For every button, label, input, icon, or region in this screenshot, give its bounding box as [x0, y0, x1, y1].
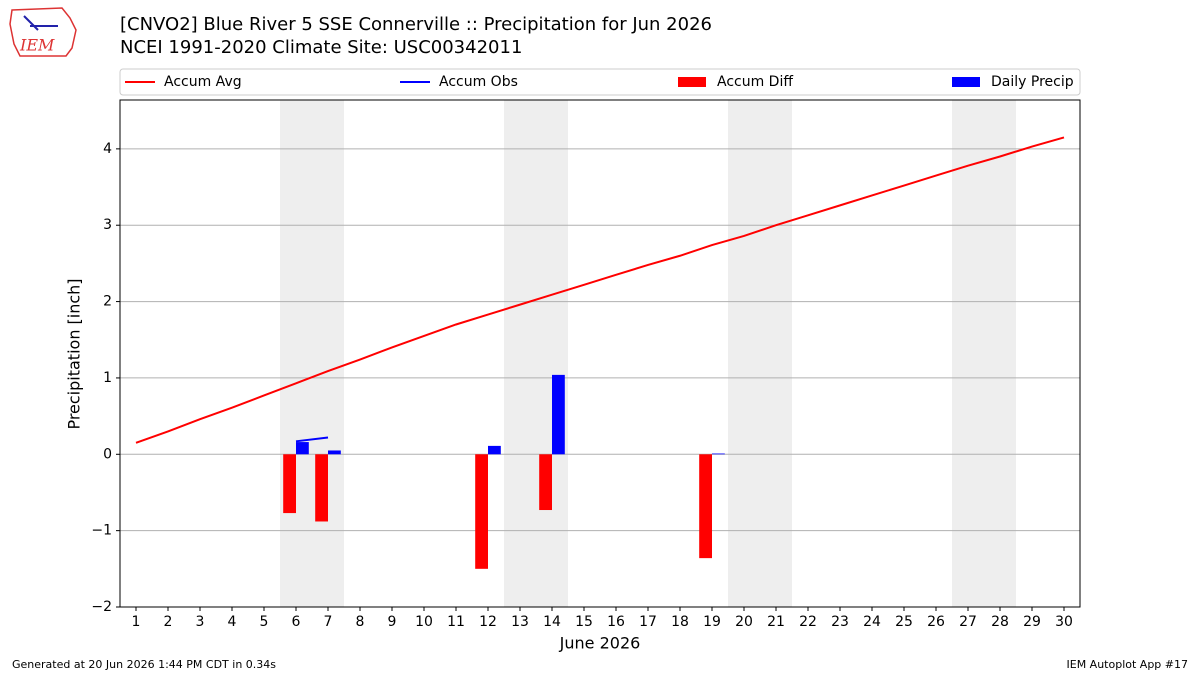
bar: [539, 454, 552, 511]
bar: [328, 450, 341, 455]
weekend-shade: [728, 100, 760, 607]
bar: [712, 453, 725, 455]
logo-text: IEM: [19, 36, 55, 55]
logo-icon: [23, 15, 39, 31]
y-tick-label: −1: [91, 523, 112, 539]
x-tick-label: 27: [959, 614, 977, 630]
x-tick-label: 25: [895, 614, 913, 630]
bar: [296, 442, 309, 455]
bar: [699, 454, 712, 559]
x-tick-label: 1: [132, 614, 141, 630]
x-tick-label: 30: [1055, 614, 1073, 630]
x-tick-label: 2: [164, 614, 173, 630]
x-tick-label: 9: [388, 614, 397, 630]
x-tick-label: 11: [447, 614, 465, 630]
bar: [475, 454, 488, 569]
y-tick-label: 2: [103, 294, 112, 310]
x-tick-label: 21: [767, 614, 785, 630]
bar: [283, 454, 296, 514]
x-tick-label: 26: [927, 614, 945, 630]
bar: [552, 374, 565, 455]
x-tick-label: 24: [863, 614, 881, 630]
line: [135, 136, 1065, 444]
x-tick-label: 6: [292, 614, 301, 630]
weekend-shade: [984, 100, 1016, 607]
x-tick-label: 3: [196, 614, 205, 630]
y-axis-label: Precipitation [inch]: [65, 278, 84, 429]
legend-box: [119, 68, 1081, 96]
bar: [315, 454, 328, 522]
x-tick-label: 7: [324, 614, 333, 630]
y-tick-label: 0: [103, 446, 112, 462]
weekend-shade: [952, 100, 984, 607]
y-tick-label: 3: [103, 217, 112, 233]
weekend-shade: [536, 100, 568, 607]
y-tick-label: 4: [103, 141, 112, 157]
x-tick-label: 8: [356, 614, 365, 630]
x-tick-label: 13: [511, 614, 529, 630]
footer-left: Generated at 20 Jun 2026 1:44 PM CDT in …: [12, 658, 276, 671]
weekend-shade: [504, 100, 536, 607]
y-tick-label: 1: [103, 370, 112, 386]
x-tick-label: 14: [543, 614, 561, 630]
legend-swatch: [952, 77, 980, 87]
legend-label: Accum Obs: [439, 74, 518, 90]
chart-subtitle: NCEI 1991-2020 Climate Site: USC00342011: [120, 37, 522, 58]
x-tick-label: 15: [575, 614, 593, 630]
x-tick-label: 22: [799, 614, 817, 630]
chart-title: [CNVO2] Blue River 5 SSE Connerville :: …: [120, 14, 712, 35]
x-tick-label: 23: [831, 614, 849, 630]
legend-label: Accum Avg: [164, 74, 242, 90]
x-tick-label: 10: [415, 614, 433, 630]
weekend-shade: [280, 100, 312, 607]
y-tick-label: −2: [91, 599, 112, 615]
x-axis-label: June 2026: [559, 634, 641, 653]
x-tick-label: 4: [228, 614, 237, 630]
weekend-shade: [312, 100, 344, 607]
x-tick-label: 19: [703, 614, 721, 630]
weekend-shade: [760, 100, 792, 607]
x-tick-label: 16: [607, 614, 625, 630]
axes-frame: [119, 99, 1081, 608]
line: [295, 436, 329, 443]
x-tick-label: 28: [991, 614, 1009, 630]
bar: [488, 445, 501, 455]
logo-outline: [9, 7, 77, 57]
legend-label: Daily Precip: [991, 74, 1074, 90]
x-tick-label: 18: [671, 614, 689, 630]
x-tick-label: 17: [639, 614, 657, 630]
x-tick-label: 20: [735, 614, 753, 630]
footer-right: IEM Autoplot App #17: [1067, 658, 1189, 671]
x-tick-label: 5: [260, 614, 269, 630]
x-tick-label: 29: [1023, 614, 1041, 630]
legend-label: Accum Diff: [717, 74, 793, 90]
logo: IEM: [9, 7, 77, 57]
x-tick-label: 12: [479, 614, 497, 630]
legend-swatch: [678, 77, 706, 87]
